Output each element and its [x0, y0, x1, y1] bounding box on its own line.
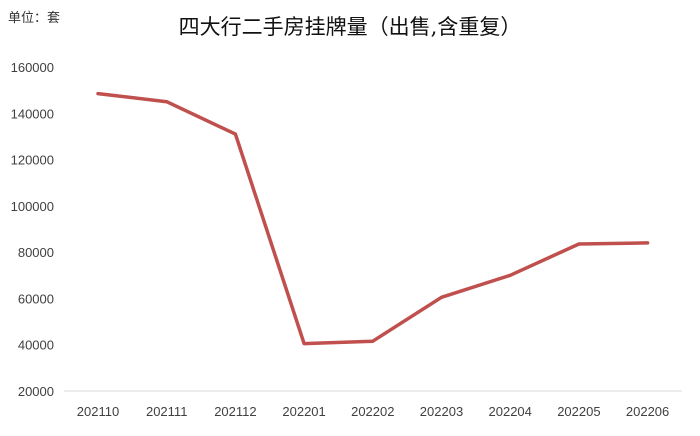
- x-tick-label: 202206: [626, 404, 669, 419]
- x-tick-label: 202112: [214, 404, 256, 419]
- series-layer: [96, 91, 650, 346]
- data-point: [646, 241, 650, 245]
- x-tick-label: 202110: [77, 404, 119, 419]
- x-tick-label: 202205: [557, 404, 600, 419]
- x-tick-label: 202204: [489, 404, 532, 419]
- chart-title: 四大行二手房挂牌量（出售,含重复）: [179, 15, 522, 39]
- unit-label: 单位：套: [8, 10, 60, 26]
- data-point: [233, 132, 237, 136]
- y-tick-label: 120000: [11, 153, 54, 168]
- data-point: [302, 342, 306, 346]
- data-point: [577, 242, 581, 246]
- x-tick-label: 202111: [146, 404, 187, 419]
- data-point: [508, 273, 512, 277]
- x-tick-label: 202201: [282, 404, 325, 419]
- axes: 20000 40000 60000 80000 100000 120000 140000 16…: [11, 60, 682, 419]
- data-point: [165, 100, 169, 104]
- x-tick-label: 202202: [351, 404, 394, 419]
- data-point: [440, 295, 443, 299]
- y-tick-label: 60000: [18, 291, 54, 306]
- y-tick-label: 160000: [11, 60, 54, 75]
- y-tick-label: 140000: [11, 106, 54, 121]
- y-tick-label: 40000: [18, 338, 54, 353]
- y-tick-label: 80000: [18, 245, 54, 260]
- y-tick-label: 20000: [18, 384, 54, 399]
- data-point: [371, 339, 375, 343]
- y-tick-label: 100000: [11, 199, 54, 214]
- data-point: [96, 92, 100, 96]
- x-tick-label: 202203: [420, 404, 463, 419]
- series-line: [96, 91, 650, 346]
